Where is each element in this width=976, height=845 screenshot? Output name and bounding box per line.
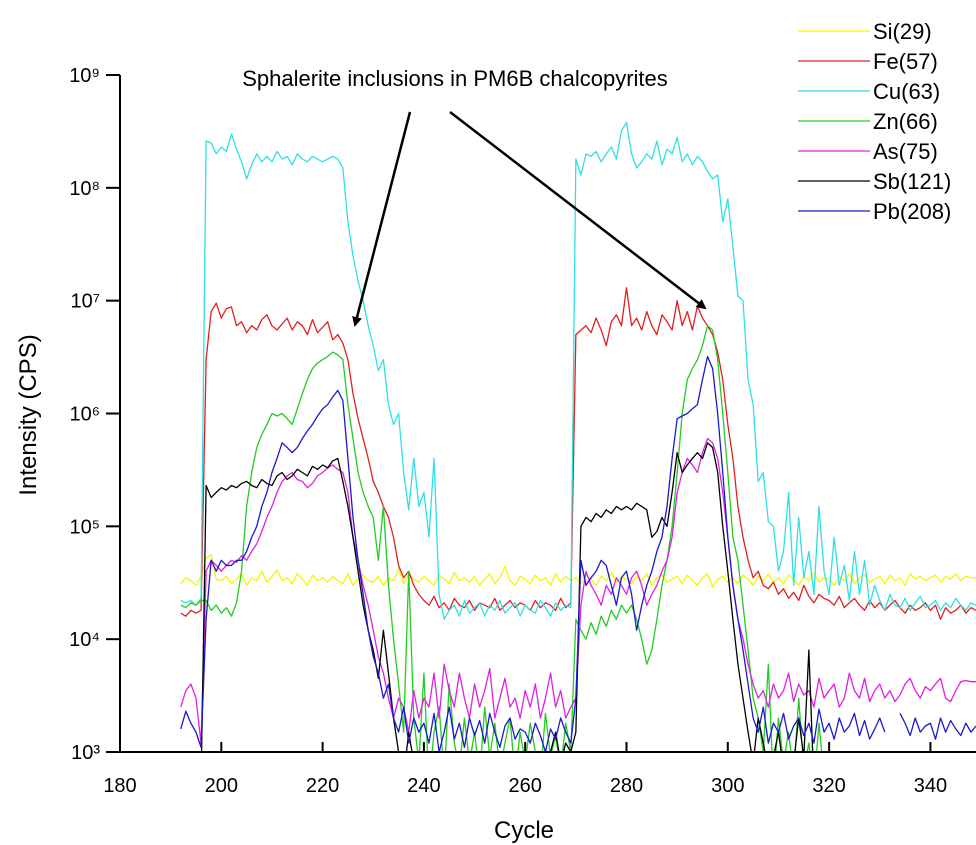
x-tick-label: 340: [914, 775, 947, 797]
series-line: [180, 121, 976, 620]
legend-label: As(75): [873, 139, 938, 164]
y-tick-label: 10⁴: [69, 629, 100, 651]
series-line: [180, 287, 976, 620]
series-line: [180, 437, 976, 744]
annotation-arrow: [352, 111, 412, 327]
y-tick-label: 10⁹: [69, 65, 100, 87]
y-tick-label: 10⁷: [71, 291, 100, 313]
legend: Si(29) Fe(57) Cu(63) Zn(66) As(75) Sb(121) Pb(…: [798, 19, 951, 224]
x-tick-label: 240: [407, 775, 440, 797]
legend-label: Zn(66): [873, 109, 938, 134]
legend-label: Cu(63): [873, 79, 940, 104]
x-tick-label: 320: [812, 775, 845, 797]
legend-label: Si(29): [873, 19, 932, 44]
ticks: 180 200 220 240 260 280 300 320 340 10³ 10⁴ 10⁵ 10⁶ 1…: [69, 65, 947, 797]
legend-label: Fe(57): [873, 49, 938, 74]
x-tick-label: 260: [509, 775, 542, 797]
annotation-arrow: [449, 111, 707, 310]
x-tick-label: 300: [711, 775, 744, 797]
series-line: [180, 554, 976, 588]
series-line: [180, 355, 976, 752]
legend-label: Pb(208): [873, 199, 951, 224]
x-tick-label: 200: [205, 775, 238, 797]
y-tick-label: 10⁸: [69, 178, 100, 200]
y-axis-label: Intensity (CPS): [15, 334, 42, 495]
y-tick-label: 10³: [71, 742, 100, 764]
x-tick-label: 180: [103, 775, 136, 797]
y-tick-label: 10⁵: [69, 516, 100, 538]
plot-area: [180, 121, 976, 752]
x-tick-label: 280: [610, 775, 643, 797]
y-tick-label: 10⁶: [70, 404, 100, 426]
legend-label: Sb(121): [873, 169, 951, 194]
x-axis-label: Cycle: [494, 817, 554, 844]
x-tick-label: 220: [306, 775, 339, 797]
annotation: Sphalerite inclusions in PM6B chalcopyri…: [242, 66, 668, 91]
